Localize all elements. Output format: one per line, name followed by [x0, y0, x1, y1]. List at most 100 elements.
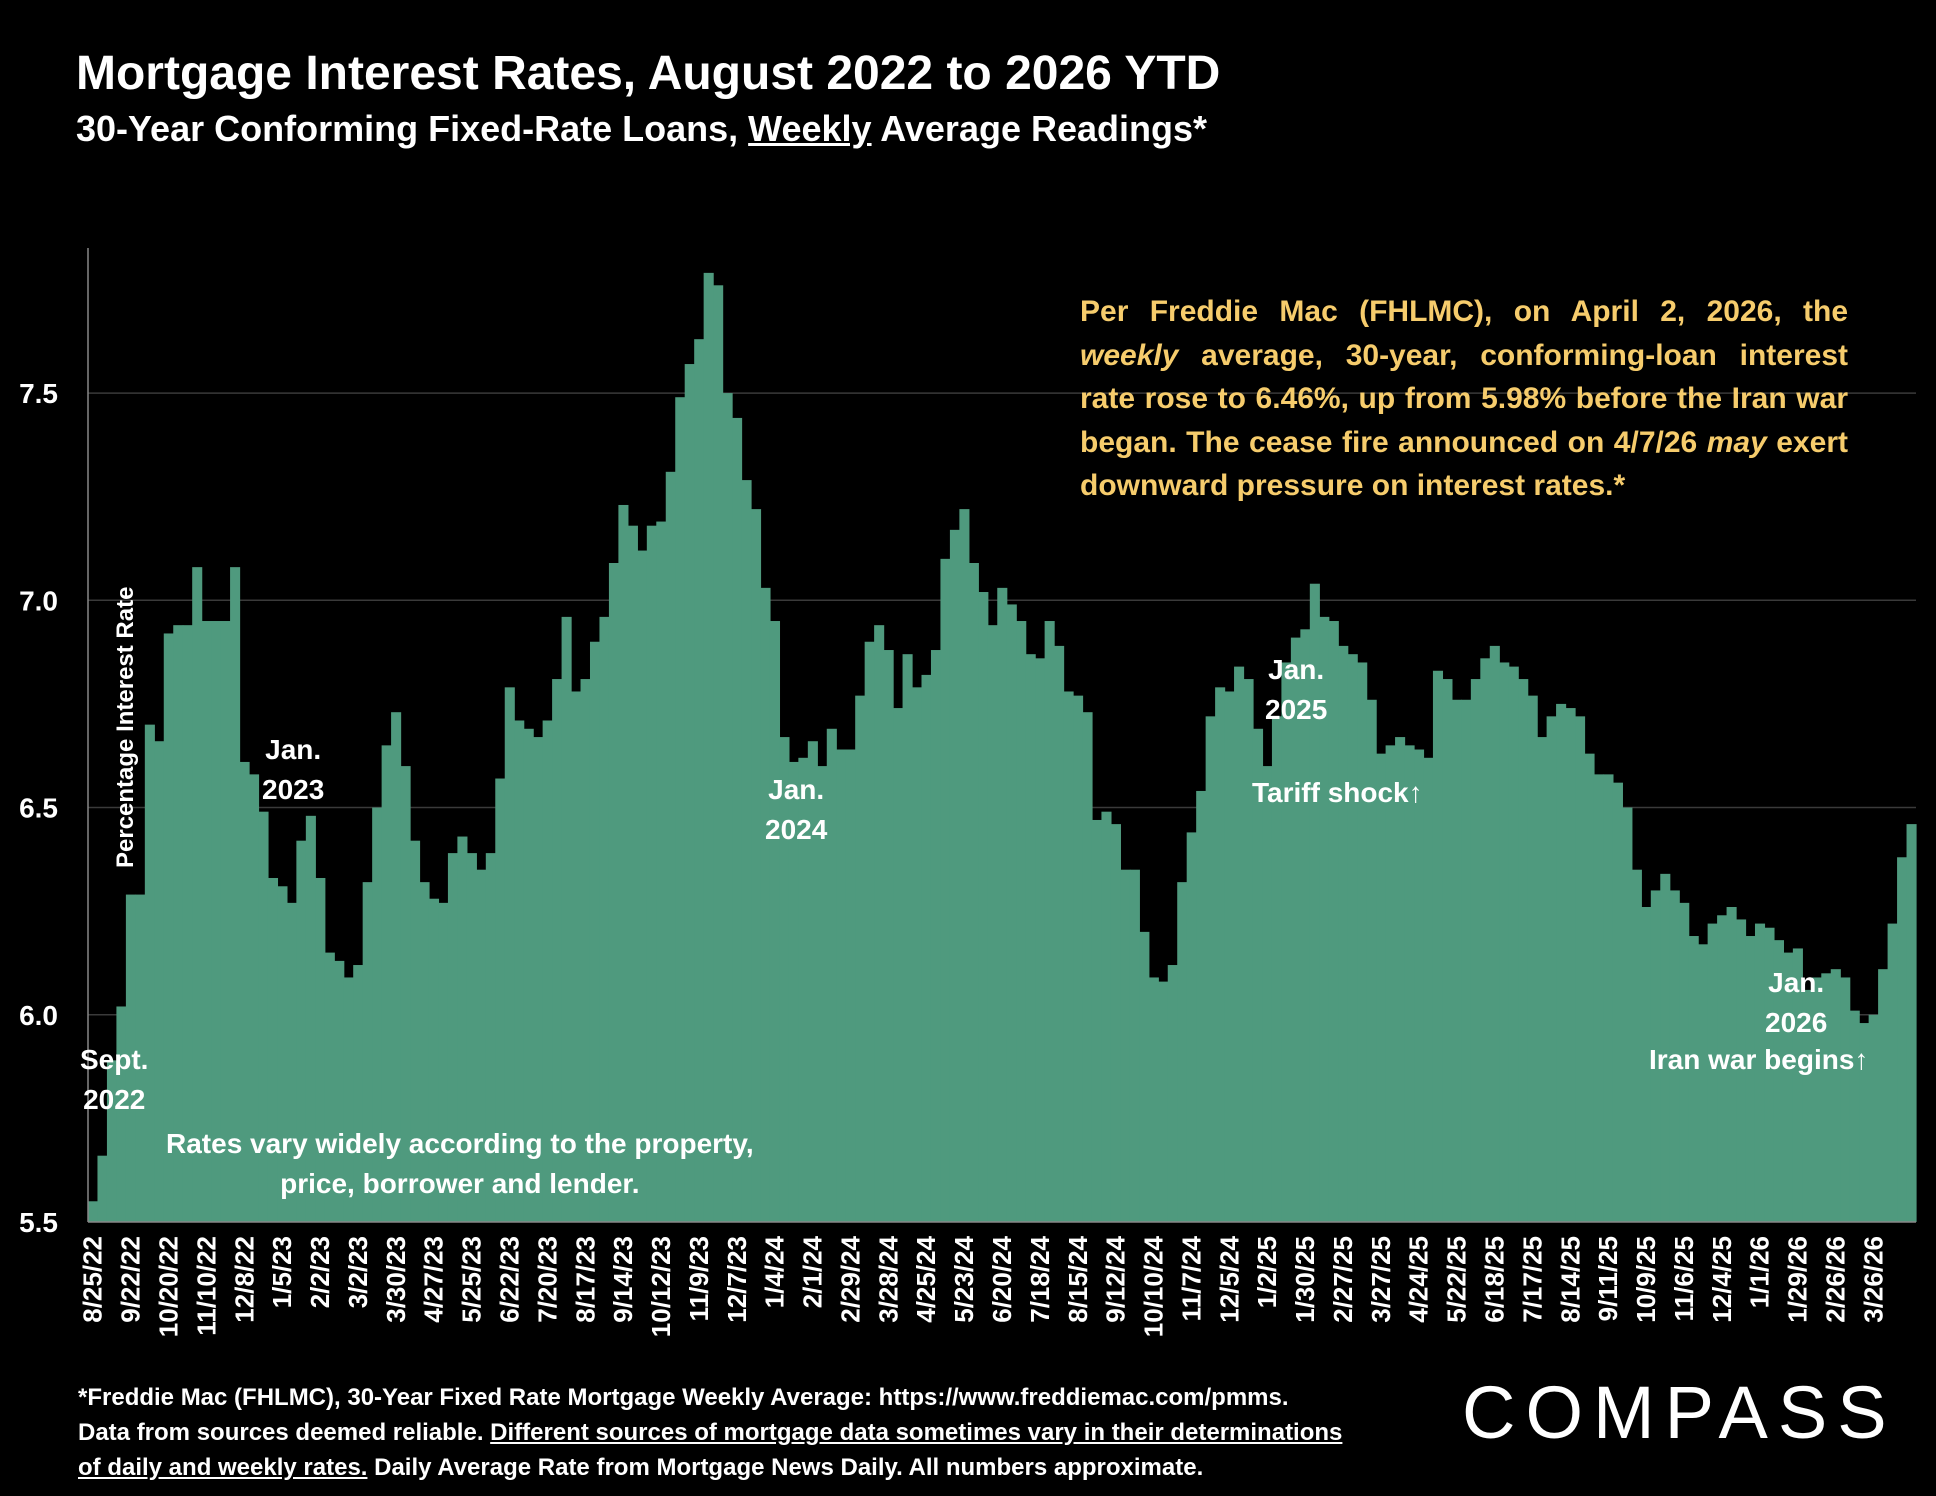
- x-tick-label: 9/22/22: [116, 1236, 146, 1323]
- callout-part-2: average, 30-year, conforming-loan intere…: [1080, 338, 1848, 459]
- bar: [959, 509, 970, 1222]
- bar: [1205, 716, 1216, 1222]
- bar: [1025, 654, 1036, 1222]
- x-tick-label: 1/2/25: [1252, 1236, 1282, 1308]
- x-tick-label: 3/28/24: [873, 1235, 903, 1322]
- x-tick-label: 1/29/26: [1783, 1236, 1813, 1323]
- x-tick-label: 12/8/22: [229, 1236, 259, 1323]
- annotation-iran-war: Iran war begins↑: [1649, 1044, 1869, 1075]
- bar: [930, 650, 942, 1222]
- x-tick-label: 3/26/26: [1858, 1236, 1888, 1323]
- footnote-line-3: of daily and weekly rates. Daily Average…: [78, 1450, 1438, 1485]
- x-tick-label: 1/5/23: [267, 1236, 297, 1308]
- bar: [1281, 662, 1292, 1222]
- bar: [646, 525, 657, 1222]
- x-tick-labels: 8/25/22 9/22/22 10/20/22 11/10/22 12/8/22 1/5…: [78, 1235, 1889, 1337]
- bar: [106, 1060, 118, 1222]
- x-tick-label: 11/7/24: [1176, 1235, 1206, 1321]
- bar: [1243, 679, 1254, 1222]
- bar: [1082, 712, 1093, 1222]
- bar: [334, 960, 345, 1222]
- footnote-line-3-underlined: of daily and weekly rates.: [78, 1454, 368, 1481]
- bar: [1641, 907, 1652, 1222]
- bar: [694, 339, 705, 1222]
- bar: [608, 563, 619, 1222]
- x-tick-label: 11/10/22: [191, 1236, 221, 1336]
- bar: [1802, 989, 1813, 1222]
- x-tick-label: 2/29/24: [836, 1235, 866, 1322]
- bar: [1849, 1010, 1860, 1222]
- callout-emphasis-weekly: weekly: [1080, 338, 1179, 372]
- bar: [182, 625, 193, 1222]
- bar: [893, 708, 904, 1222]
- bar: [372, 807, 383, 1222]
- bar: [277, 886, 288, 1222]
- x-tick-label: 4/25/24: [911, 1235, 941, 1322]
- bar: [1840, 977, 1851, 1222]
- callout-text: Per Freddie Mac (FHLMC), on April 2, 202…: [1080, 290, 1848, 508]
- y-tick-label: 7.0: [19, 585, 58, 616]
- bar: [305, 815, 316, 1222]
- bar: [1859, 1023, 1870, 1222]
- annotation-tariff-shock: Tariff shock↑: [1252, 777, 1423, 808]
- bar: [1660, 873, 1671, 1222]
- footnote-line-1: *Freddie Mac (FHLMC), 30-Year Fixed Rate…: [78, 1384, 1289, 1411]
- bar: [1139, 931, 1150, 1222]
- x-tick-label: 6/18/25: [1480, 1236, 1510, 1323]
- bar: [618, 504, 629, 1223]
- bar: [1073, 695, 1084, 1222]
- bar: [362, 882, 373, 1222]
- bar: [1252, 728, 1264, 1222]
- bar: [713, 285, 724, 1222]
- annotation-line: 2022: [83, 1084, 146, 1115]
- x-tick-label: 5/23/24: [949, 1235, 979, 1322]
- bar: [211, 621, 222, 1222]
- x-tick-label: 3/27/25: [1366, 1236, 1396, 1323]
- bar: [163, 633, 174, 1222]
- bar: [1432, 670, 1444, 1222]
- bar: [249, 774, 260, 1222]
- bar: [949, 529, 960, 1222]
- bar: [968, 563, 979, 1222]
- bar: [144, 724, 155, 1222]
- bar: [476, 869, 487, 1222]
- bar: [1811, 977, 1822, 1222]
- bars-group: [88, 272, 1917, 1223]
- bar: [485, 853, 496, 1222]
- bar: [1461, 699, 1472, 1222]
- bar: [125, 894, 136, 1222]
- bar: [533, 737, 544, 1222]
- bar: [561, 616, 572, 1222]
- bar: [703, 272, 714, 1222]
- bar: [1234, 666, 1245, 1222]
- bar: [1451, 699, 1462, 1222]
- bar: [466, 853, 477, 1222]
- bar: [220, 621, 231, 1222]
- x-tick-label: 1/4/24: [760, 1235, 790, 1308]
- x-tick-label: 1/1/26: [1745, 1236, 1775, 1308]
- x-tick-label: 2/27/25: [1328, 1236, 1358, 1323]
- bar: [1338, 645, 1349, 1222]
- bar: [1110, 824, 1121, 1222]
- bar: [769, 621, 781, 1222]
- annotation-line: 2023: [262, 774, 325, 805]
- x-tick-label: 8/15/24: [1063, 1235, 1093, 1322]
- bar: [438, 902, 449, 1222]
- bar: [836, 749, 847, 1222]
- bar: [1186, 832, 1197, 1222]
- bar: [239, 761, 250, 1222]
- bar: [722, 393, 733, 1222]
- bar: [1357, 662, 1368, 1222]
- bar: [1669, 890, 1680, 1222]
- bar: [1897, 857, 1908, 1222]
- bar: [921, 674, 932, 1222]
- bar: [1603, 774, 1614, 1222]
- bar: [1404, 745, 1415, 1222]
- bar: [1773, 940, 1784, 1222]
- bar: [1470, 679, 1481, 1222]
- footnote-line-2-underlined: Different sources of mortgage data somet…: [490, 1419, 1343, 1446]
- bar: [343, 977, 354, 1222]
- bar: [1556, 703, 1567, 1222]
- bar: [1158, 981, 1169, 1222]
- x-tick-label: 12/5/24: [1214, 1235, 1244, 1322]
